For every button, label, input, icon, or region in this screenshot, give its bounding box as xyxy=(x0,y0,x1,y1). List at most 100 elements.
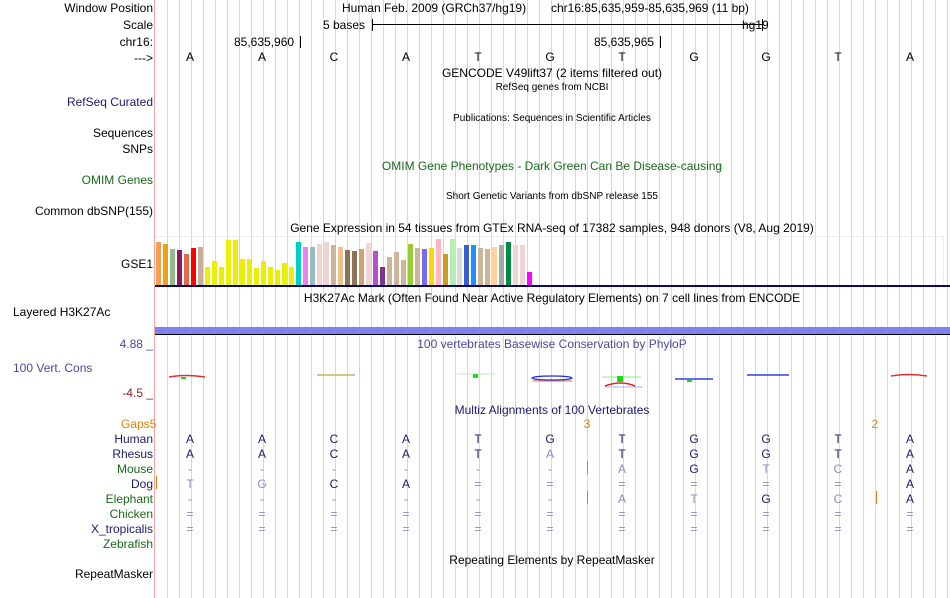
label-snps[interactable]: SNPs xyxy=(122,142,153,156)
dbsnp-title[interactable]: Short Genetic Variants from dbSNP releas… xyxy=(446,191,658,202)
gtex-tissue-bar[interactable] xyxy=(338,247,343,285)
gtex-tissue-bar[interactable] xyxy=(478,248,483,285)
label-scale[interactable]: Scale xyxy=(122,18,153,32)
gtex-tissue-bar[interactable] xyxy=(261,261,266,285)
gtex-tissue-bar[interactable] xyxy=(499,245,504,285)
gtex-tissue-bar[interactable] xyxy=(184,254,189,285)
repeatmasker-title[interactable]: Repeating Elements by RepeatMasker xyxy=(449,553,655,567)
gtex-title[interactable]: Gene Expression in 54 tissues from GTEx … xyxy=(290,221,814,235)
gtex-tissue-bar[interactable] xyxy=(303,247,308,285)
gtex-tissue-bar[interactable] xyxy=(373,251,378,285)
label-omim-genes[interactable]: OMIM Genes xyxy=(81,173,153,187)
gtex-tissue-bar[interactable] xyxy=(191,248,196,285)
gtex-tissue-bar[interactable] xyxy=(527,272,532,285)
label-repeatmasker[interactable]: RepeatMasker xyxy=(74,567,153,581)
gtex-tissue-bar[interactable] xyxy=(275,270,280,285)
species-label[interactable]: X_tropicalis xyxy=(90,522,153,536)
multiz-title[interactable]: Multiz Alignments of 100 Vertebrates xyxy=(454,403,650,417)
gtex-tissue-bar[interactable] xyxy=(233,240,238,285)
omim-title[interactable]: OMIM Gene Phenotypes - Dark Green Can Be… xyxy=(381,159,723,173)
gtex-tissue-bar[interactable] xyxy=(394,252,399,285)
h3k27ac-title[interactable]: H3K27Ac Mark (Often Found Near Active Re… xyxy=(303,291,801,305)
gtex-tissue-bar[interactable] xyxy=(415,248,420,285)
aligned-base: - xyxy=(332,462,336,476)
gtex-tissue-bar[interactable] xyxy=(282,263,287,285)
gtex-tissue-bar[interactable] xyxy=(485,249,490,285)
gtex-tissue-bar[interactable] xyxy=(317,244,322,285)
gtex-tissue-bar[interactable] xyxy=(324,242,329,285)
publications-title[interactable]: Publications: Sequences in Scientific Ar… xyxy=(453,113,651,124)
gtex-tissue-bar[interactable] xyxy=(471,245,476,285)
gtex-tissue-bar[interactable] xyxy=(331,245,336,285)
gtex-tissue-bar[interactable] xyxy=(401,260,406,285)
h3k27ac-signal[interactable] xyxy=(155,327,950,334)
cons-title[interactable]: 100 vertebrates Basewise Conservation by… xyxy=(417,337,687,351)
gtex-tissue-bar[interactable] xyxy=(219,267,224,285)
gtex-tissue-bar[interactable] xyxy=(247,259,252,285)
gtex-tissue-bar[interactable] xyxy=(457,248,462,285)
grid-line xyxy=(239,0,240,598)
gtex-tissue-bar[interactable] xyxy=(359,249,364,285)
gtex-tissue-bar[interactable] xyxy=(492,247,497,285)
gtex-tissue-bar[interactable] xyxy=(408,244,413,285)
gtex-tissue-bar[interactable] xyxy=(212,261,217,285)
label-strand[interactable]: ---> xyxy=(134,51,153,65)
gencode-title[interactable]: GENCODE V49lift37 (2 items filtered out) xyxy=(441,66,663,80)
cons-graph[interactable] xyxy=(155,365,950,395)
gtex-tissue-bar[interactable] xyxy=(366,243,371,285)
label-100-vert-cons[interactable]: 100 Vert. Cons xyxy=(13,361,93,375)
species-label[interactable]: Elephant xyxy=(105,492,153,506)
label-sequences[interactable]: Sequences xyxy=(92,126,153,140)
gtex-baseline xyxy=(155,285,950,287)
species-label[interactable]: Rhesus xyxy=(112,447,153,461)
label-gse1[interactable]: GSE1 xyxy=(120,257,153,271)
gtex-tissue-bar[interactable] xyxy=(520,245,525,285)
gtex-bars[interactable] xyxy=(155,237,535,285)
label-chrom[interactable]: chr16: xyxy=(119,35,153,49)
gtex-tissue-bar[interactable] xyxy=(429,248,434,285)
aligned-base: - xyxy=(260,462,264,476)
gtex-tissue-bar[interactable] xyxy=(436,239,441,285)
label-window-position[interactable]: Window Position xyxy=(64,1,153,15)
refseq-title[interactable]: RefSeq genes from NCBI xyxy=(495,82,609,93)
gtex-tissue-bar[interactable] xyxy=(513,245,518,285)
gtex-tissue-bar[interactable] xyxy=(450,239,455,285)
gtex-tissue-bar[interactable] xyxy=(177,250,182,285)
gtex-tissue-bar[interactable] xyxy=(254,268,259,285)
aligned-base: = xyxy=(258,507,266,521)
gtex-tissue-bar[interactable] xyxy=(296,242,301,285)
gtex-tissue-bar[interactable] xyxy=(310,247,315,285)
aligned-base: = xyxy=(186,507,194,521)
gtex-tissue-bar[interactable] xyxy=(205,267,210,285)
species-label[interactable]: Mouse xyxy=(116,462,153,476)
gtex-tissue-bar[interactable] xyxy=(170,249,175,285)
aligned-base: T xyxy=(618,447,626,461)
gtex-tissue-bar[interactable] xyxy=(506,242,511,285)
gtex-tissue-bar[interactable] xyxy=(289,267,294,285)
gtex-tissue-bar[interactable] xyxy=(422,249,427,285)
label-layered-h3k27ac[interactable]: Layered H3K27Ac xyxy=(13,305,111,319)
grid-line xyxy=(335,0,336,598)
gtex-tissue-bar[interactable] xyxy=(387,257,392,285)
gtex-tissue-bar[interactable] xyxy=(464,245,469,285)
gtex-tissue-bar[interactable] xyxy=(198,247,203,285)
gtex-tissue-bar[interactable] xyxy=(345,250,350,285)
aligned-base: - xyxy=(476,492,480,506)
species-label[interactable]: Chicken xyxy=(109,507,153,521)
label-common-dbsnp[interactable]: Common dbSNP(155) xyxy=(34,204,153,218)
gtex-tissue-bar[interactable] xyxy=(443,254,448,285)
grid-line xyxy=(323,0,324,598)
gtex-tissue-bar[interactable] xyxy=(240,259,245,285)
grid-line xyxy=(755,0,756,598)
label-refseq-curated[interactable]: RefSeq Curated xyxy=(66,95,153,109)
species-label[interactable]: Human xyxy=(114,432,153,446)
gtex-tissue-bar[interactable] xyxy=(380,267,385,285)
grid-line xyxy=(719,0,720,598)
gtex-tissue-bar[interactable] xyxy=(268,267,273,285)
gtex-tissue-bar[interactable] xyxy=(226,240,231,285)
gtex-tissue-bar[interactable] xyxy=(156,242,161,285)
gtex-tissue-bar[interactable] xyxy=(163,244,168,285)
species-label[interactable]: Zebrafish xyxy=(102,537,153,551)
species-label[interactable]: Dog xyxy=(130,477,153,491)
gtex-tissue-bar[interactable] xyxy=(352,251,357,285)
